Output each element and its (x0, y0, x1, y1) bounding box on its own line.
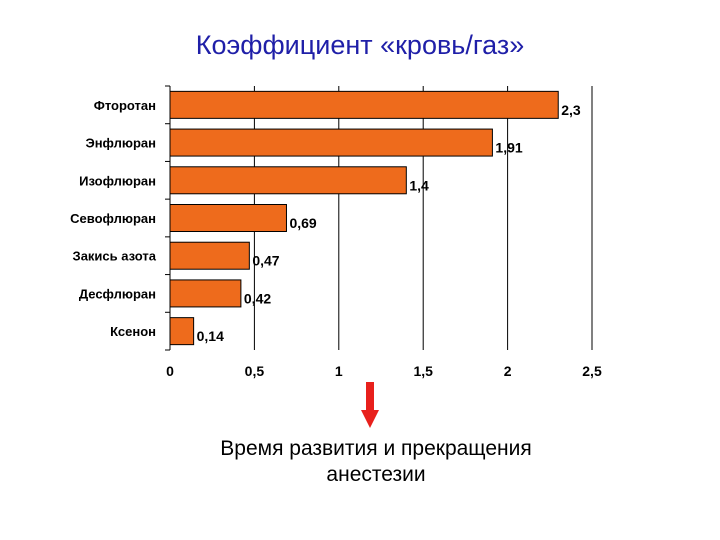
category-label: Энфлюран (85, 136, 156, 151)
down-arrow-icon (361, 382, 379, 428)
x-tick-label: 2,5 (582, 363, 602, 379)
labels: Фторотан 2,3 Энфлюран 1,91 Изофлюран 1,4 Севоф… (70, 98, 602, 379)
value-label: 2,3 (561, 102, 581, 118)
caption: Время развития и прекращения анестезии (0, 436, 720, 488)
bar (169, 241, 250, 270)
value-label: 1,91 (495, 140, 522, 156)
value-label: 0,14 (197, 328, 224, 344)
category-label: Закись азота (73, 249, 157, 264)
category-label: Фторотан (94, 98, 156, 113)
bars (169, 90, 559, 346)
arrow-shaft (366, 382, 374, 414)
x-tick-label: 2 (504, 363, 512, 379)
chart-title: Коэффициент «кровь/газ» (195, 30, 525, 60)
x-tick-label: 0,5 (245, 363, 265, 379)
x-tick-label: 1,5 (413, 363, 433, 379)
value-label: 0,69 (289, 215, 316, 231)
bar (169, 279, 242, 308)
category-label: Севофлюран (70, 211, 156, 226)
bar (169, 166, 407, 195)
category-label: Изофлюран (79, 173, 156, 188)
axes (165, 85, 171, 351)
caption-line-2: анестезии (326, 463, 426, 486)
category-label: Ксенон (110, 324, 156, 339)
arrow-head (361, 410, 379, 428)
category-label: Десфлюран (79, 286, 156, 301)
x-tick-label: 1 (335, 363, 343, 379)
caption-line-1: Время развития и прекращения (220, 437, 532, 460)
bar (169, 204, 287, 232)
value-label: 1,4 (409, 177, 429, 193)
bar (169, 90, 559, 119)
x-tick-label: 0 (166, 363, 174, 379)
bar (169, 317, 195, 346)
value-label: 0,42 (244, 290, 271, 306)
value-label: 0,47 (252, 253, 279, 269)
bar (169, 128, 493, 157)
